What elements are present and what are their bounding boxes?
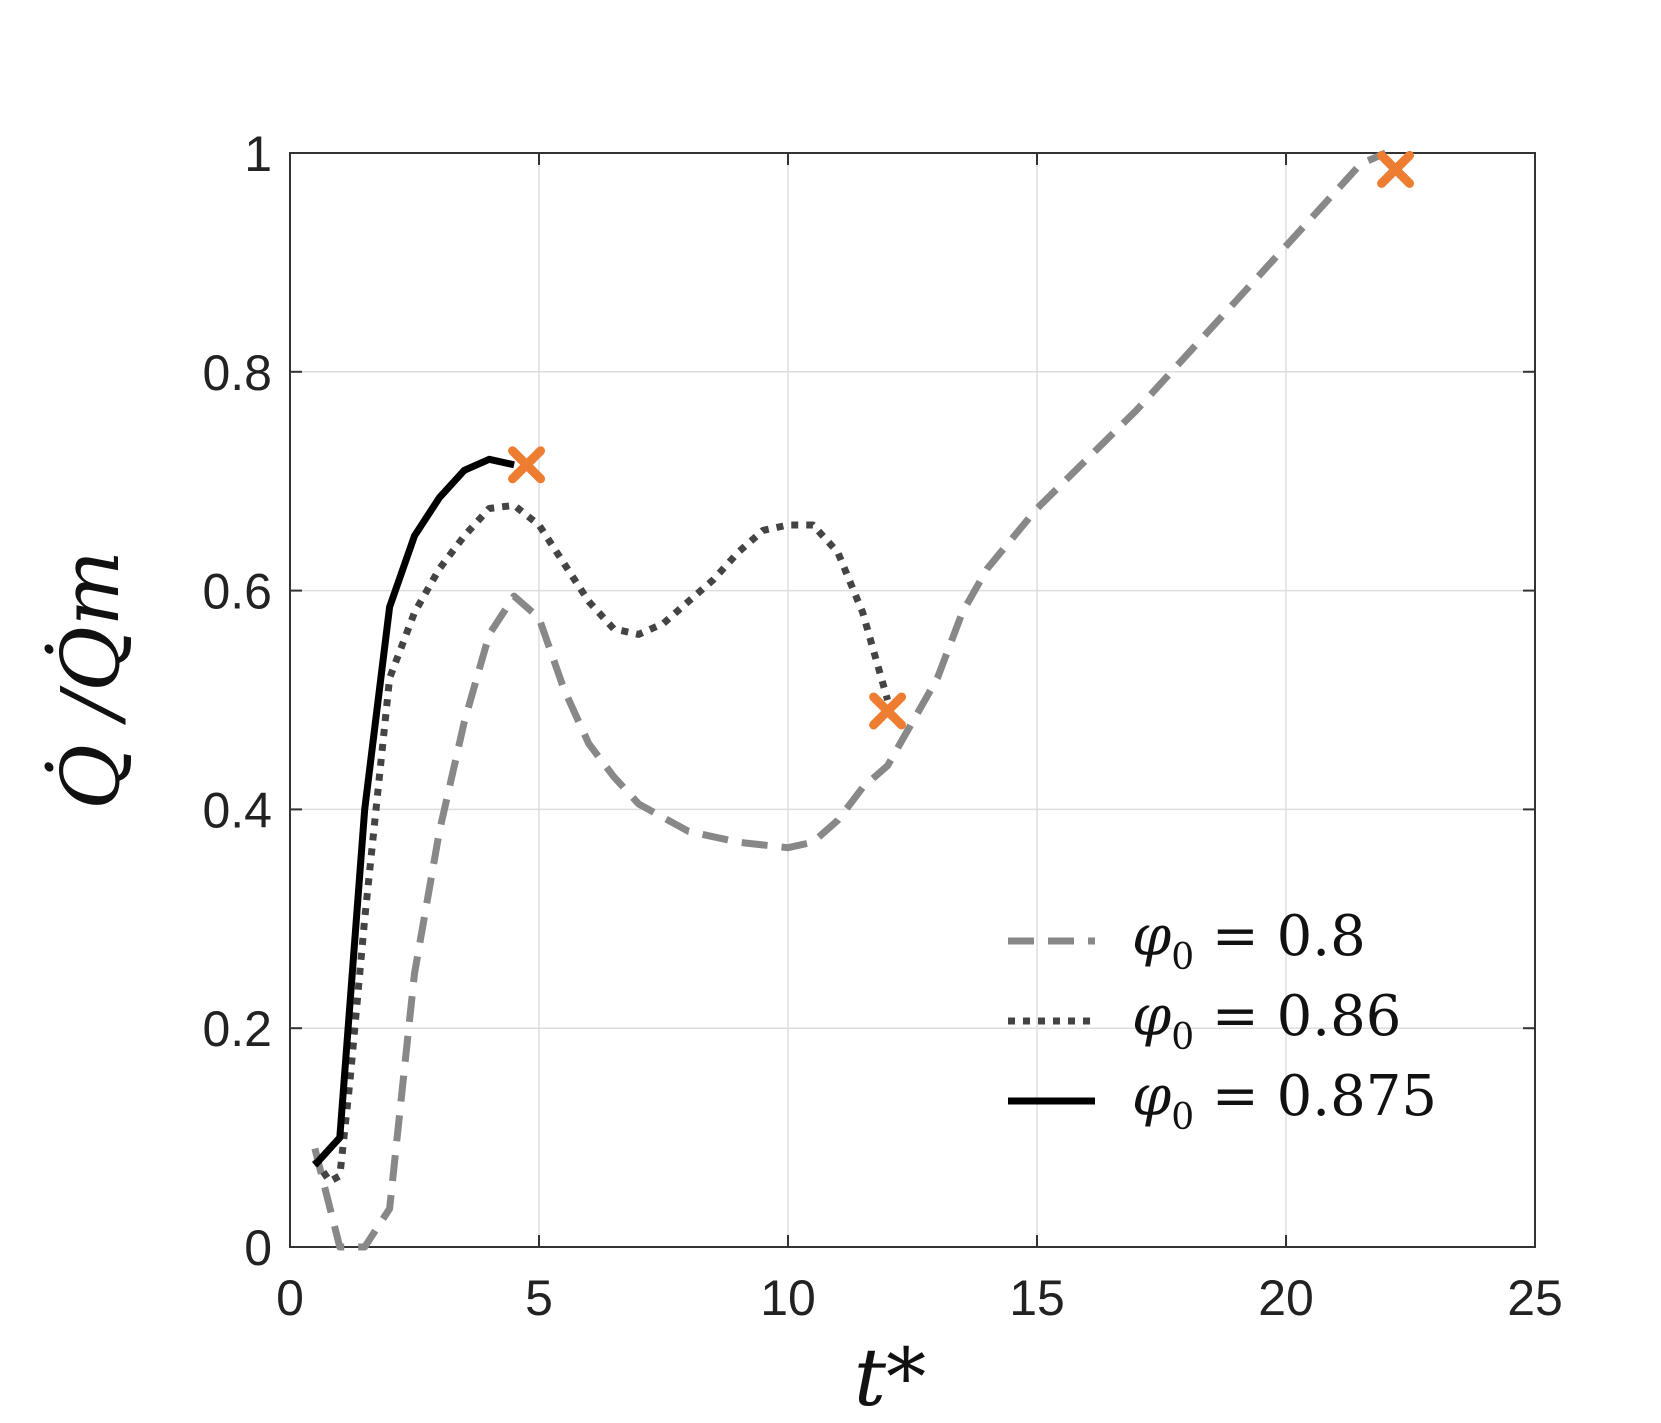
marker-x-1 xyxy=(869,692,907,730)
legend-value: = 0.8 xyxy=(1194,904,1366,969)
legend-label-2: φ0 = 0.875 xyxy=(1132,1064,1437,1138)
y-tick-label: 0.8 xyxy=(202,345,272,401)
x-tick-label: 10 xyxy=(760,1270,816,1326)
x-axis-title-text: t* xyxy=(854,1331,926,1423)
legend-symbol: φ xyxy=(1132,904,1171,969)
legend-label-1: φ0 = 0.86 xyxy=(1132,984,1401,1058)
x-axis-title: t* xyxy=(854,1331,926,1423)
series-line-0 xyxy=(311,149,1388,1251)
x-tick-label: 15 xyxy=(1009,1270,1065,1326)
marker-x-0 xyxy=(508,446,546,484)
y-axis-title: Q̇ /Q̇m xyxy=(43,550,137,809)
marker-x-2 xyxy=(1377,150,1415,188)
marker-stroke xyxy=(1377,150,1415,188)
y-tick-label: 1 xyxy=(244,126,272,182)
y-tick-label: 0.6 xyxy=(202,564,272,620)
series-line-1 xyxy=(312,501,891,1185)
x-tick-label: 20 xyxy=(1258,1270,1314,1326)
legend-symbol: φ xyxy=(1132,1064,1171,1129)
legend-symbol: φ xyxy=(1132,984,1171,1049)
y-tick-label: 0 xyxy=(244,1220,272,1276)
marker-stroke xyxy=(869,692,907,730)
x-tick-label: 0 xyxy=(276,1270,304,1326)
x-tick-label: 25 xyxy=(1507,1270,1563,1326)
y-tick-label: 0.2 xyxy=(202,1001,272,1057)
legend-subscript: 0 xyxy=(1171,1097,1194,1138)
axis-ticks: 0 5 10 15 20 25 0 0.2 0.4 0.6 0.8 1 xyxy=(202,126,1562,1326)
legend-subscript: 0 xyxy=(1171,937,1194,978)
series-line-2 xyxy=(312,455,515,1168)
grid xyxy=(290,153,1535,1247)
marker-stroke xyxy=(508,446,546,484)
y-tick-label: 0.4 xyxy=(202,782,272,838)
legend-value: = 0.875 xyxy=(1194,1064,1437,1129)
marker-group xyxy=(508,150,1415,730)
legend-value: = 0.86 xyxy=(1194,984,1401,1049)
x-tick-label: 5 xyxy=(525,1270,553,1326)
legend-label-0: φ0 = 0.8 xyxy=(1132,904,1366,978)
legend-subscript: 0 xyxy=(1171,1017,1194,1058)
plot-frame xyxy=(289,152,1536,1248)
series-group xyxy=(311,149,1388,1251)
